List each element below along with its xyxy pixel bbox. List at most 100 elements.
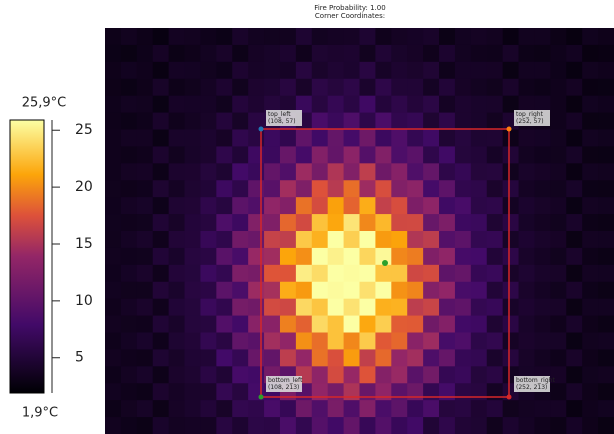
- thermal-pixel: [503, 417, 519, 434]
- thermal-pixel: [375, 231, 391, 248]
- thermal-pixel: [391, 333, 407, 350]
- thermal-pixel: [360, 79, 376, 96]
- thermal-pixel: [137, 96, 153, 113]
- thermal-pixel: [550, 333, 566, 350]
- thermal-pixel: [169, 349, 185, 366]
- thermal-pixel: [360, 96, 376, 113]
- thermal-pixel: [312, 265, 328, 282]
- thermal-pixel: [519, 316, 535, 333]
- thermal-pixel: [328, 417, 344, 434]
- thermal-pixel: [328, 28, 344, 45]
- thermal-pixel: [391, 265, 407, 282]
- thermal-pixel: [169, 282, 185, 299]
- thermal-pixel: [598, 214, 614, 231]
- thermal-pixel: [566, 113, 582, 130]
- thermal-pixel: [280, 130, 296, 147]
- thermal-pixel: [519, 400, 535, 417]
- thermal-pixel: [200, 400, 216, 417]
- thermal-pixel: [439, 214, 455, 231]
- thermal-pixel: [375, 62, 391, 79]
- thermal-pixel: [487, 417, 503, 434]
- thermal-pixel: [375, 79, 391, 96]
- thermal-pixel: [566, 316, 582, 333]
- thermal-image: [105, 28, 614, 434]
- thermal-pixel: [153, 96, 169, 113]
- thermal-pixel: [296, 214, 312, 231]
- thermal-pixel: [503, 333, 519, 350]
- thermal-pixel: [375, 146, 391, 163]
- thermal-pixel: [360, 146, 376, 163]
- thermal-pixel: [344, 265, 360, 282]
- thermal-pixel: [137, 163, 153, 180]
- thermal-pixel: [216, 79, 232, 96]
- thermal-pixel: [550, 265, 566, 282]
- thermal-pixel: [344, 231, 360, 248]
- thermal-pixel: [375, 96, 391, 113]
- thermal-pixel: [582, 214, 598, 231]
- thermal-pixel: [200, 113, 216, 130]
- thermal-pixel: [169, 248, 185, 265]
- thermal-pixel: [455, 62, 471, 79]
- thermal-pixel: [344, 79, 360, 96]
- thermal-pixel: [550, 299, 566, 316]
- thermal-pixel: [598, 248, 614, 265]
- thermal-pixel: [232, 214, 248, 231]
- thermal-pixel: [550, 146, 566, 163]
- thermal-pixel: [598, 28, 614, 45]
- thermal-pixel: [375, 180, 391, 197]
- thermal-pixel: [121, 45, 137, 62]
- thermal-pixel: [423, 417, 439, 434]
- thermal-pixel: [566, 96, 582, 113]
- thermal-pixel: [582, 45, 598, 62]
- thermal-pixel: [360, 248, 376, 265]
- thermal-pixel: [566, 417, 582, 434]
- corner-name: bottom_left: [268, 377, 303, 384]
- thermal-pixel: [121, 265, 137, 282]
- thermal-pixel: [582, 349, 598, 366]
- thermal-pixel: [391, 231, 407, 248]
- thermal-pixel: [391, 349, 407, 366]
- thermal-pixel: [169, 163, 185, 180]
- thermal-pixel: [105, 180, 121, 197]
- thermal-pixel: [248, 265, 264, 282]
- thermal-pixel: [534, 231, 550, 248]
- thermal-pixel: [582, 180, 598, 197]
- thermal-pixel: [423, 316, 439, 333]
- thermal-pixel: [169, 45, 185, 62]
- thermal-pixel: [423, 333, 439, 350]
- thermal-pixel: [344, 333, 360, 350]
- thermal-pixel: [455, 383, 471, 400]
- thermal-pixel: [121, 163, 137, 180]
- thermal-pixel: [185, 231, 201, 248]
- thermal-pixel: [312, 197, 328, 214]
- thermal-pixel: [550, 417, 566, 434]
- thermal-pixel: [185, 349, 201, 366]
- thermal-pixel: [169, 333, 185, 350]
- thermal-pixel: [487, 383, 503, 400]
- thermal-pixel: [169, 366, 185, 383]
- thermal-pixel: [121, 113, 137, 130]
- thermal-pixel: [344, 282, 360, 299]
- thermal-pixel: [312, 383, 328, 400]
- thermal-pixel: [598, 282, 614, 299]
- thermal-pixel: [121, 146, 137, 163]
- thermal-pixel: [169, 79, 185, 96]
- thermal-pixel: [598, 163, 614, 180]
- thermal-pixel: [153, 214, 169, 231]
- thermal-pixel: [328, 282, 344, 299]
- thermal-pixel: [264, 62, 280, 79]
- thermal-pixel: [423, 96, 439, 113]
- thermal-pixel: [185, 163, 201, 180]
- thermal-pixel: [423, 113, 439, 130]
- thermal-pixel: [105, 316, 121, 333]
- thermal-pixel: [312, 366, 328, 383]
- thermal-pixel: [280, 45, 296, 62]
- thermal-pixel: [455, 96, 471, 113]
- thermal-pixel: [423, 79, 439, 96]
- thermal-pixel: [423, 180, 439, 197]
- thermal-pixel: [296, 45, 312, 62]
- thermal-pixel: [391, 28, 407, 45]
- thermal-pixel: [264, 146, 280, 163]
- thermal-pixel: [519, 130, 535, 147]
- thermal-pixel: [391, 96, 407, 113]
